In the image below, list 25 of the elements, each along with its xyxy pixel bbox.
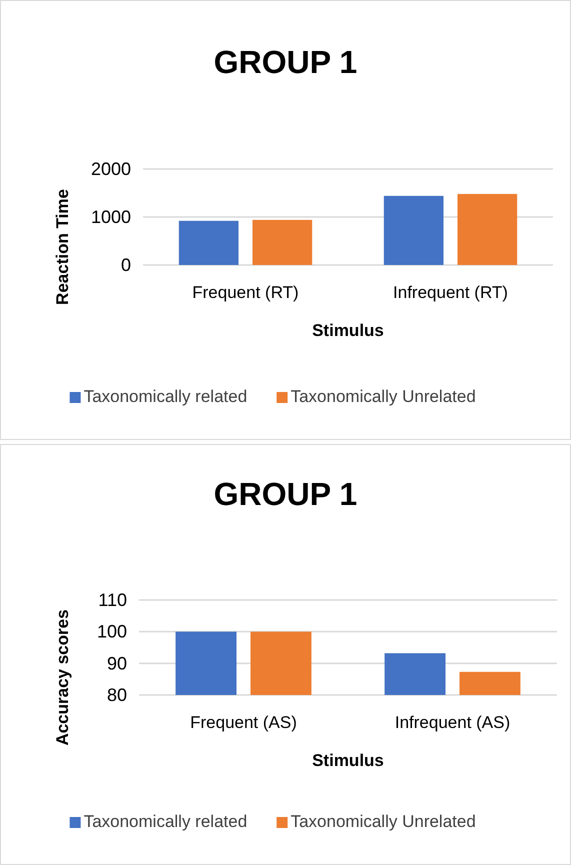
x-tick-label: Frequent (AS)	[190, 713, 297, 732]
chart-title: GROUP 1	[214, 476, 358, 512]
x-tick-label: Frequent (RT)	[192, 283, 299, 302]
x-tick-label: Infrequent (RT)	[393, 283, 508, 302]
x-axis-title: Stimulus	[312, 321, 384, 340]
x-tick-label: Infrequent (AS)	[394, 713, 510, 732]
y-axis-title: Reaction Time	[53, 189, 72, 305]
y-tick-label: 110	[98, 590, 127, 610]
legend-label: Taxonomically Unrelated	[290, 387, 476, 406]
bar	[252, 220, 312, 265]
y-tick-label: 1000	[90, 207, 131, 227]
y-axis-title: Accuracy scores	[53, 609, 72, 746]
y-tick-label: 0	[120, 255, 131, 275]
bar	[384, 196, 444, 265]
bar	[178, 220, 238, 265]
y-tick-label: 2000	[90, 159, 131, 179]
legend-label: Taxonomically Unrelated	[290, 812, 476, 831]
chart-title: GROUP 1	[214, 44, 358, 80]
legend-label: Taxonomically related	[84, 387, 248, 406]
x-axis-title: Stimulus	[312, 751, 384, 770]
legend-label: Taxonomically related	[84, 812, 248, 831]
bar	[458, 194, 518, 265]
y-tick-label: 80	[106, 685, 127, 705]
y-tick-label: 100	[96, 622, 127, 642]
y-tick-label: 90	[106, 653, 127, 674]
